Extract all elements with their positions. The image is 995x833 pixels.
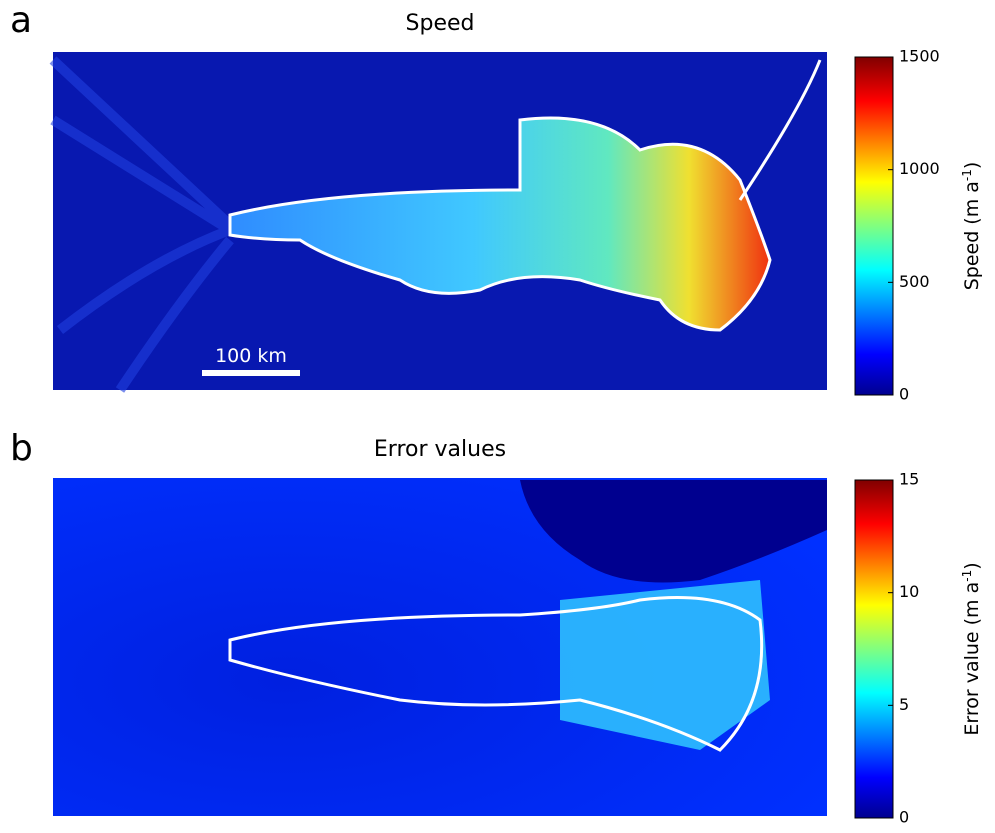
scale-bar — [202, 370, 300, 376]
colorbar-tick-label: 0 — [899, 385, 909, 404]
panel-a — [49, 52, 827, 393]
colorbar-label-part: Speed (m a — [961, 181, 983, 290]
colorbar-tick-label: 0 — [899, 808, 909, 827]
colorbar-tick-label: 1000 — [899, 159, 940, 178]
coastline — [738, 59, 822, 201]
colorbar — [854, 479, 894, 819]
error-ocean — [520, 480, 827, 583]
unit-exponent: -1 — [960, 570, 974, 582]
colorbar-tick-label: 15 — [899, 470, 919, 489]
panel-title: Speed — [406, 11, 475, 36]
colorbar-label-part: Error value (m a — [961, 582, 983, 736]
panel-b — [53, 478, 827, 816]
colorbar-tick-label: 10 — [899, 582, 919, 601]
colorbar-label: Error value (m a-1) — [960, 562, 983, 735]
tributaries — [49, 56, 234, 393]
colorbar — [854, 56, 894, 396]
glacier-outline — [228, 116, 772, 332]
glacier-outline — [228, 596, 764, 752]
colorbar-label-part: ) — [961, 162, 983, 169]
colorbar-tick-label: 5 — [899, 695, 909, 714]
colorbar-label-part: ) — [961, 562, 983, 569]
panel-label: a — [10, 0, 32, 41]
panel-label: b — [10, 428, 33, 469]
colorbar-tick-label: 1500 — [899, 47, 940, 66]
panel-title: Error values — [374, 437, 506, 462]
colorbar-tick-label: 500 — [899, 272, 930, 291]
colorbar-label: Speed (m a-1) — [960, 162, 983, 291]
scale-bar-label: 100 km — [215, 345, 287, 367]
unit-exponent: -1 — [960, 169, 974, 181]
